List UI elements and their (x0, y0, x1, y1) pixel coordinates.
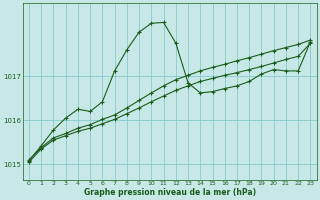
X-axis label: Graphe pression niveau de la mer (hPa): Graphe pression niveau de la mer (hPa) (84, 188, 256, 197)
